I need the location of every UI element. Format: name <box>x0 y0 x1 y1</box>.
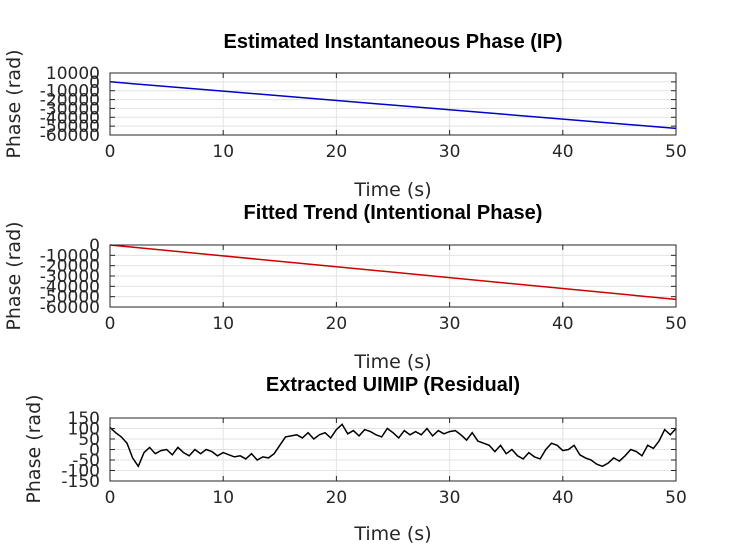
subplot-ip-ytick-label-6: 0 <box>89 73 100 93</box>
subplot-residual-xtick-label-4: 40 <box>552 488 574 508</box>
subplot-ip-ytick-label-7: 10000 <box>46 64 100 84</box>
subplot-residual-ytick-label-0: -150 <box>61 472 100 492</box>
subplot-ip-ytick-label-0: -60000 <box>40 126 100 146</box>
subplot-trend-ytick-label-5: -10000 <box>40 246 100 266</box>
subplot-trend-title: Fitted Trend (Intentional Phase) <box>244 202 543 224</box>
subplot-ip-xtick-label-3: 30 <box>439 142 461 162</box>
subplot-ip-xtick-label-1: 10 <box>212 142 234 162</box>
subplot-trend-xlabel: Time (s) <box>353 351 431 373</box>
subplot-residual-ytick-label-6: 150 <box>68 409 100 429</box>
subplot-ip-xtick-label-5: 50 <box>665 142 687 162</box>
subplot-trend-ylabel: Phase (rad) <box>3 221 25 330</box>
subplot-residual-ytick-label-4: 50 <box>78 430 100 450</box>
subplot-residual-ylabel: Phase (rad) <box>23 394 45 503</box>
subplot-ip-ytick-label-2: -40000 <box>40 108 100 128</box>
subplot-ip-ylabel: Phase (rad) <box>3 49 25 158</box>
subplot-trend-xtick-label-5: 50 <box>665 314 687 334</box>
subplot-residual-ytick-label-2: -50 <box>72 451 100 471</box>
subplot-trend-xtick-label-2: 20 <box>326 314 348 334</box>
subplot-ip-xtick-label-4: 40 <box>552 142 574 162</box>
subplot-residual: Extracted UIMIP (Residual) Time (s) Phas… <box>23 374 687 545</box>
subplot-residual-ytick-label-3: 0 <box>89 441 100 461</box>
subplot-residual-ytick-label-1: -100 <box>61 462 100 482</box>
subplot-ip-ytick-label-3: -30000 <box>40 99 100 119</box>
subplot-trend-ytick-label-1: -50000 <box>40 288 100 308</box>
subplot-ip: Estimated Instantaneous Phase (IP) Time … <box>3 31 687 201</box>
subplot-ip-title: Estimated Instantaneous Phase (IP) <box>224 31 563 53</box>
subplot-residual-xtick-label-5: 50 <box>665 488 687 508</box>
subplot-ip-series-line-0 <box>109 81 677 130</box>
subplot-ip-ytick-label-5: -10000 <box>40 82 100 102</box>
subplot-trend: Fitted Trend (Intentional Phase) Time (s… <box>3 202 687 373</box>
subplot-trend-ytick-label-3: -30000 <box>40 267 100 287</box>
subplot-residual-xtick-label-0: 0 <box>105 488 116 508</box>
subplot-residual-xtick-label-1: 10 <box>212 488 234 508</box>
subplot-trend-ytick-label-6: 0 <box>89 236 100 256</box>
subplot-ip-xtick-label-0: 0 <box>105 142 116 162</box>
subplot-ip-xlabel: Time (s) <box>353 179 431 201</box>
subplot-trend-ytick-label-4: -20000 <box>40 257 100 277</box>
subplot-residual-series-line-0 <box>109 423 677 468</box>
subplot-residual-xlabel: Time (s) <box>353 523 431 545</box>
subplot-trend-xtick-label-0: 0 <box>105 314 116 334</box>
subplot-trend-ytick-label-2: -40000 <box>40 277 100 297</box>
subplot-residual-title: Extracted UIMIP (Residual) <box>266 374 520 396</box>
subplot-trend-series-line-0 <box>109 244 677 301</box>
subplot-residual-xtick-label-3: 30 <box>439 488 461 508</box>
subplot-residual-ytick-label-5: 100 <box>68 420 100 440</box>
subplot-ip-xtick-label-2: 20 <box>326 142 348 162</box>
subplot-trend-xtick-label-4: 40 <box>552 314 574 334</box>
subplot-ip-ytick-label-1: -50000 <box>40 117 100 137</box>
subplot-ip-ytick-label-4: -20000 <box>40 91 100 111</box>
subplot-ip-axes-frame <box>109 72 677 136</box>
subplot-trend-xtick-label-3: 30 <box>439 314 461 334</box>
subplot-trend-ytick-label-0: -60000 <box>40 298 100 318</box>
subplot-residual-xtick-label-2: 20 <box>326 488 348 508</box>
subplot-trend-xtick-label-1: 10 <box>212 314 234 334</box>
